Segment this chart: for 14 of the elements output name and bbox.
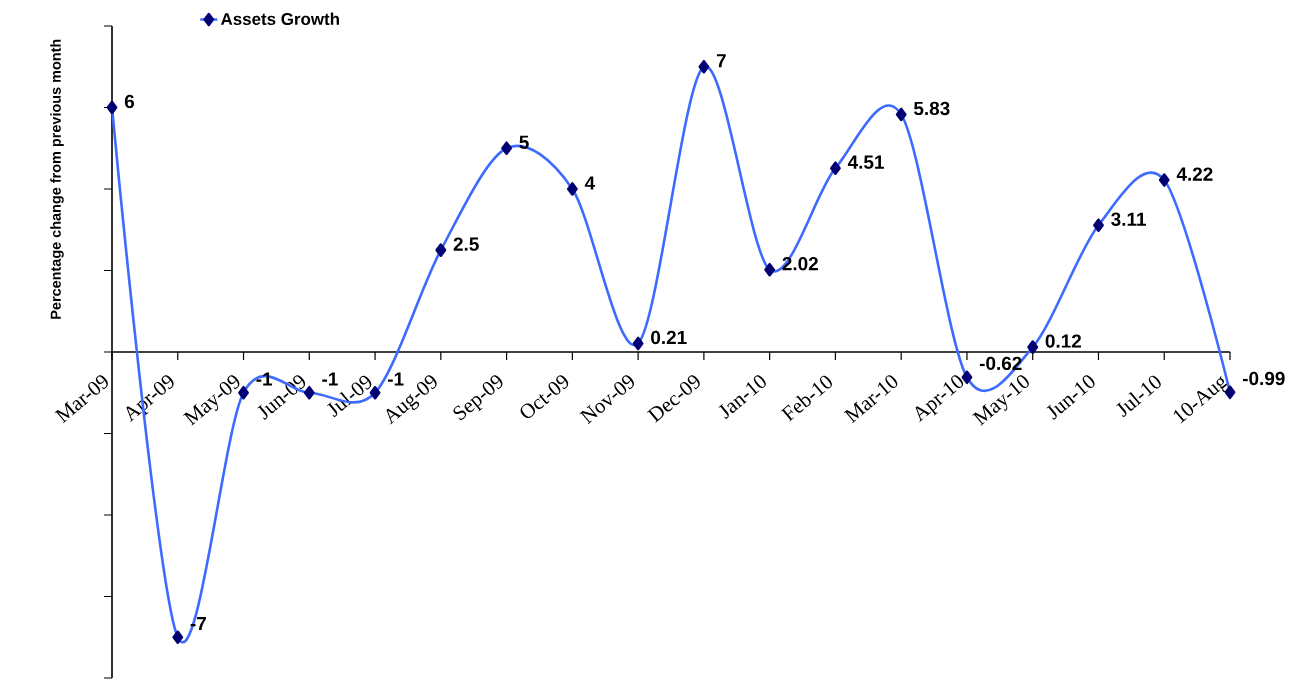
y-axis-title: Percentage change from previous month xyxy=(50,39,64,319)
data-label: 5 xyxy=(519,135,529,149)
legend-label: Assets Growth xyxy=(220,12,339,26)
data-label: 4.51 xyxy=(847,155,884,169)
data-label: 4.22 xyxy=(1176,167,1213,181)
data-label: 0.12 xyxy=(1045,334,1081,348)
data-label: 6 xyxy=(124,94,135,109)
data-label: 0.21 xyxy=(651,330,687,345)
data-label: 4 xyxy=(584,176,595,190)
data-label: -0.99 xyxy=(1242,371,1285,386)
data-label: 3.11 xyxy=(1111,212,1146,226)
data-label: 5.83 xyxy=(913,101,950,116)
data-label: 2.5 xyxy=(453,237,479,251)
data-label: 7 xyxy=(716,54,726,68)
